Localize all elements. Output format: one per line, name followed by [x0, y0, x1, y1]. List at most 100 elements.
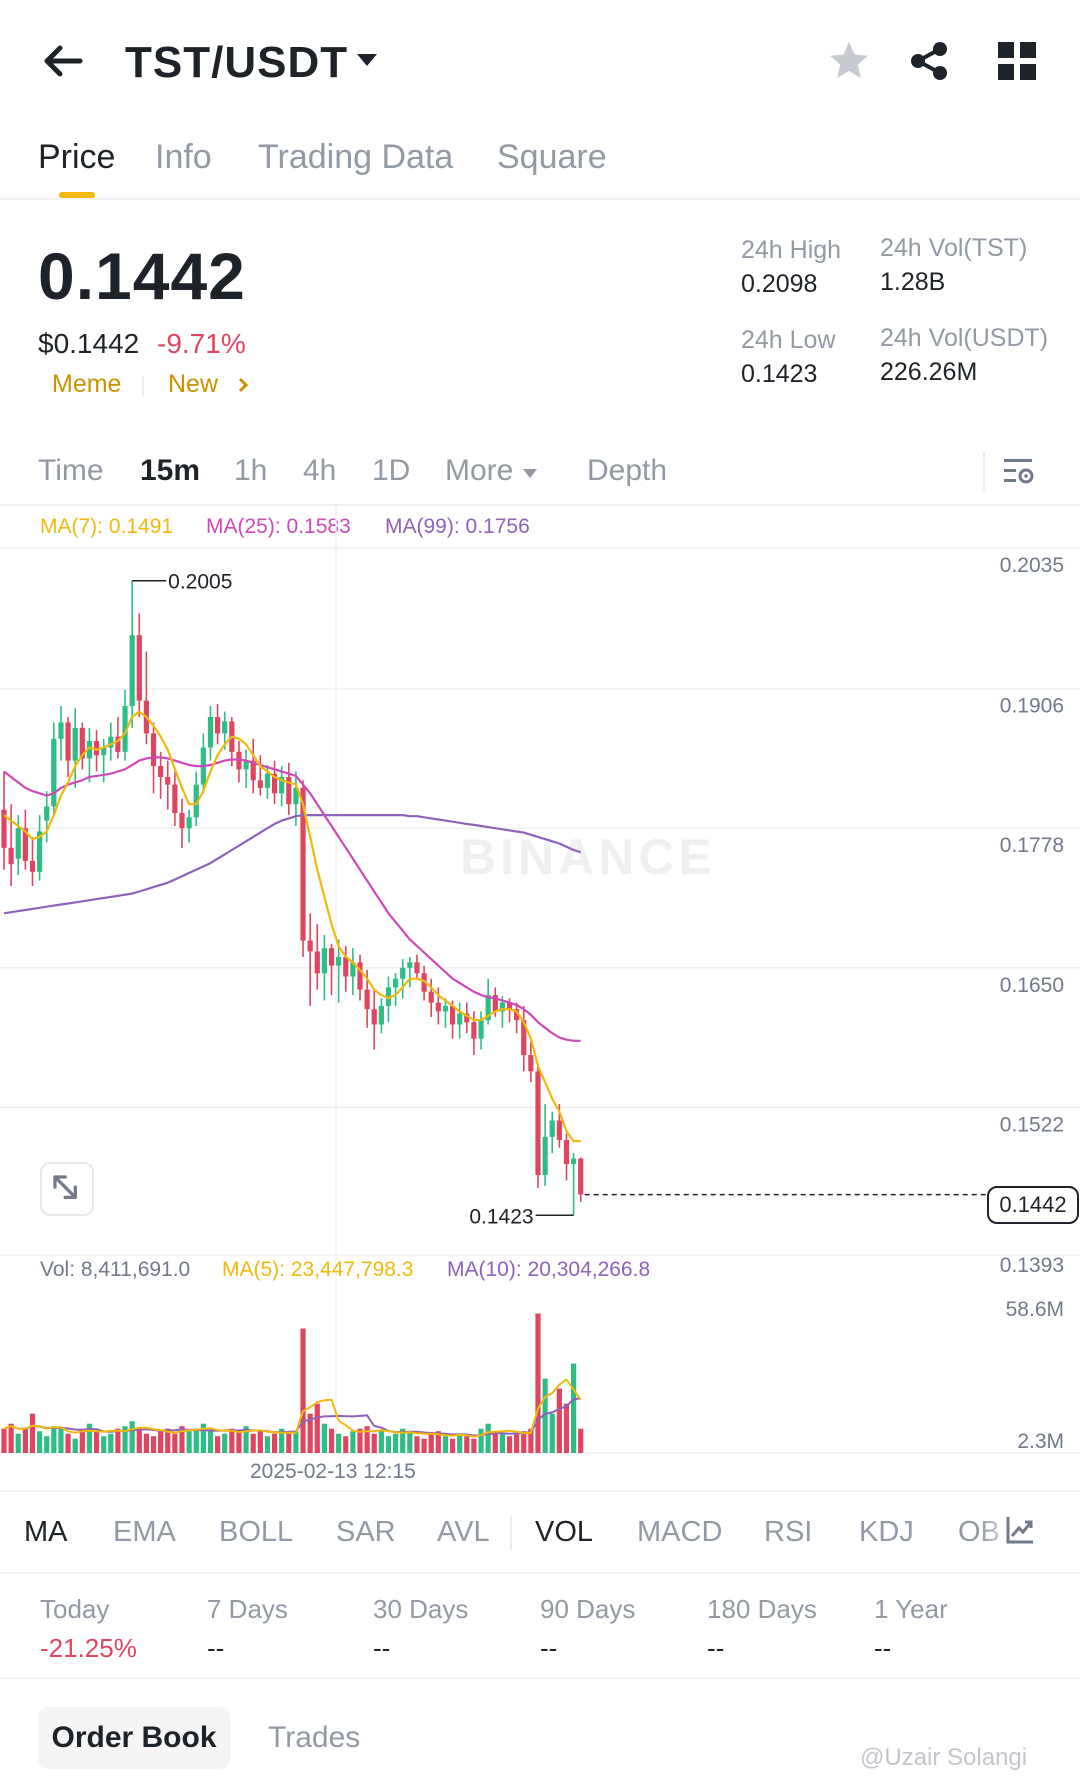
expand-chart-button[interactable] [40, 1162, 94, 1216]
volume-bar [257, 1431, 263, 1453]
volume-bar [293, 1431, 299, 1453]
volume-bar [165, 1428, 171, 1453]
candle-body [542, 1136, 548, 1175]
share-icon[interactable] [906, 38, 952, 84]
tab-square[interactable]: Square [497, 138, 607, 176]
tab-trading-data[interactable]: Trading Data [258, 138, 454, 176]
volume-bar [385, 1436, 392, 1453]
candle-body [179, 812, 185, 829]
candle-body [449, 1005, 456, 1025]
candle-body [8, 847, 14, 865]
indicator-chart-icon[interactable] [1004, 1514, 1036, 1546]
interval-more[interactable]: More [445, 454, 514, 487]
volume-bar [542, 1378, 548, 1453]
indicator-sar[interactable]: SAR [336, 1516, 396, 1548]
price-tick-label: 0.1393 [1000, 1254, 1064, 1277]
caret-down-icon[interactable] [522, 468, 538, 479]
chart-settings-icon[interactable] [1002, 456, 1036, 488]
indicator-vol[interactable]: VOL [535, 1516, 594, 1548]
ma7-legend: MA(7): 0.1491 [40, 515, 174, 538]
tab-info[interactable]: Info [155, 138, 212, 176]
volume-bar [22, 1428, 28, 1453]
indicator-ema[interactable]: EMA [113, 1516, 176, 1548]
indicator-boll[interactable]: BOLL [219, 1516, 294, 1548]
stat-24h-high-value: 0.2098 [741, 270, 818, 298]
section-divider [0, 1677, 1080, 1679]
candle-body [29, 860, 36, 872]
star-icon[interactable] [826, 38, 872, 84]
volume-bar [108, 1433, 114, 1453]
high-marker-label: 0.2005 [168, 571, 232, 594]
volume-bar [514, 1433, 520, 1453]
caret-down-icon[interactable] [355, 52, 379, 68]
low-marker-label: 0.1423 [469, 1205, 533, 1228]
volume-bar [428, 1433, 434, 1453]
chevron-right-icon[interactable] [236, 376, 250, 394]
tag-meme[interactable]: Meme [52, 370, 122, 398]
candles [1, 580, 584, 1216]
indicator-bar: MA EMA BOLL SAR AVL VOL MACD RSI KDJ OB [0, 1490, 1080, 1574]
candle-body [478, 1020, 484, 1039]
indicator-rsi[interactable]: RSI [764, 1516, 813, 1548]
volume-bar [371, 1433, 377, 1453]
candle-body [471, 1022, 477, 1039]
last-price: 0.1442 [38, 239, 246, 313]
volume-bar [535, 1313, 541, 1453]
interval-time[interactable]: Time [38, 454, 104, 487]
trades-tab[interactable]: Trades [268, 1721, 361, 1754]
candle-body [464, 1013, 470, 1023]
volume-bar [478, 1428, 484, 1453]
perf-today-label: Today [40, 1594, 110, 1624]
candle-body [571, 1158, 577, 1165]
back-arrow-icon[interactable] [40, 38, 86, 84]
candle-body [328, 948, 335, 966]
volume-bar [336, 1433, 342, 1453]
volume-bar [136, 1428, 142, 1453]
stat-24h-high-label: 24h High [741, 236, 842, 264]
interval-1d[interactable]: 1D [372, 454, 411, 487]
perf-1y-value: -- [874, 1633, 892, 1663]
candle-body [442, 1005, 449, 1012]
expand-icon [53, 1175, 77, 1199]
candle-body [499, 1002, 505, 1012]
volume-bar [350, 1431, 356, 1453]
chart-grid [0, 504, 1080, 1454]
indicator-ma[interactable]: MA [24, 1516, 68, 1548]
candle-body [286, 776, 292, 805]
volume-bar [65, 1433, 71, 1453]
volume-bar [51, 1426, 57, 1453]
volume-bar [407, 1431, 413, 1453]
volume-bar [378, 1431, 384, 1453]
grid-menu-icon[interactable] [994, 38, 1040, 84]
order-book-tab[interactable]: Order Book [38, 1707, 230, 1769]
volume-bar [44, 1436, 50, 1453]
volume-bar [86, 1423, 93, 1453]
ma7-line [3, 710, 581, 1143]
tag-new[interactable]: New [168, 370, 219, 398]
interval-1h[interactable]: 1h [234, 454, 268, 487]
indicator-avl[interactable]: AVL [437, 1516, 490, 1548]
volume-bar [193, 1428, 199, 1453]
volume-bar [143, 1433, 149, 1453]
volume-bar [364, 1426, 370, 1453]
price-change-percent: -9.71% [157, 328, 246, 359]
time-axis-label: 2025-02-13 12:15 [250, 1460, 416, 1483]
indicator-kdj[interactable]: KDJ [859, 1516, 914, 1548]
interval-depth[interactable]: Depth [587, 454, 668, 487]
tab-price[interactable]: Price [38, 138, 116, 176]
volume-bar [321, 1423, 327, 1453]
ma25-legend: MA(25): 0.1583 [206, 515, 351, 538]
interval-15m[interactable]: 15m [140, 454, 201, 487]
volume-bar [200, 1423, 206, 1453]
volume-bar [79, 1428, 85, 1453]
candle-body [165, 776, 171, 785]
price-tick-label: 0.1522 [1000, 1113, 1064, 1136]
volume-bar [207, 1431, 214, 1453]
pair-title[interactable]: TST/USDT [125, 38, 349, 87]
indicator-macd[interactable]: MACD [637, 1516, 723, 1548]
candle-body [44, 806, 50, 821]
perf-30d-label: 30 Days [373, 1594, 469, 1624]
watermark-username: @Uzair Solangi [860, 1744, 1028, 1771]
interval-4h[interactable]: 4h [303, 454, 337, 487]
